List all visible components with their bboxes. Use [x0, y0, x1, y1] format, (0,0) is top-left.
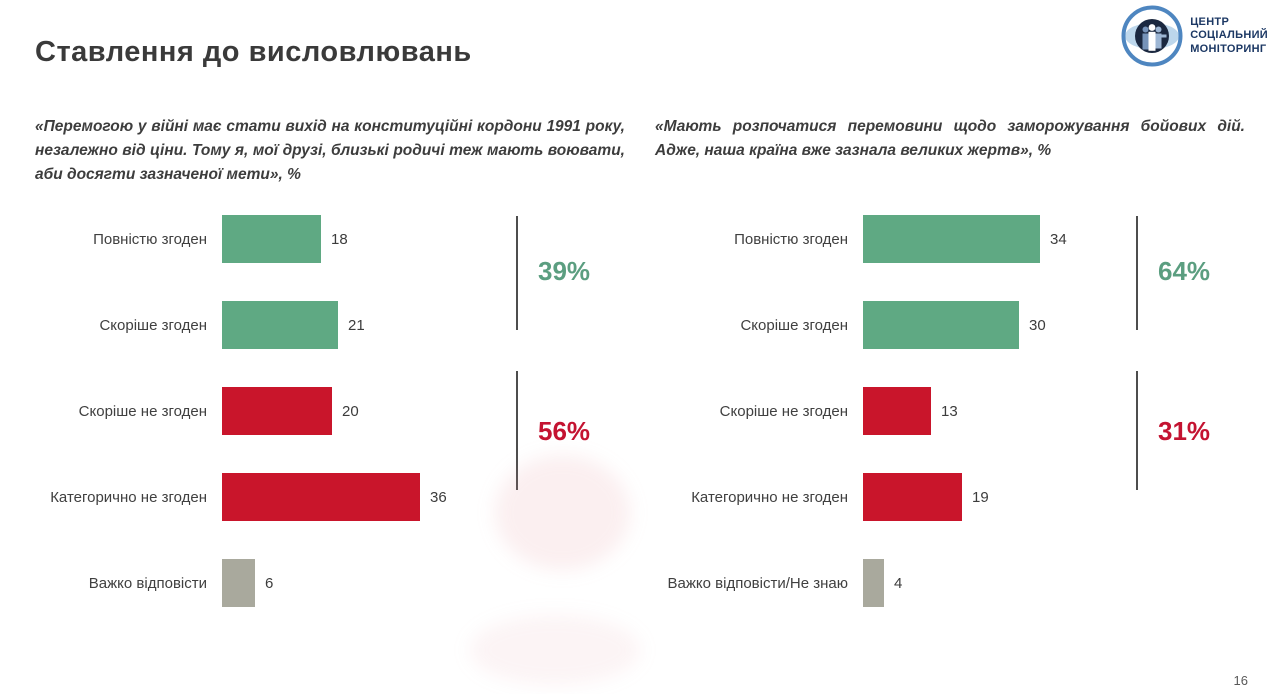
org-logo-icon — [1121, 5, 1183, 67]
bar — [863, 473, 962, 521]
bar-value: 21 — [348, 316, 365, 334]
summary-bracket-agree — [1136, 216, 1138, 330]
org-name-line: МОНІТОРИНГ — [1190, 42, 1267, 55]
bar — [863, 387, 931, 435]
org-name-line: ЦЕНТР — [1190, 16, 1230, 29]
bar-row: Скоріше не згоден 13 — [655, 368, 1135, 454]
bar — [222, 215, 321, 263]
bar-value: 34 — [1050, 230, 1067, 248]
summary-percent-agree: 64% — [1158, 256, 1211, 286]
summary-bracket-disagree — [516, 371, 518, 490]
org-name-line: СОЦІАЛЬНИЙ — [1190, 29, 1268, 42]
summary-bracket-disagree — [1136, 371, 1138, 490]
bar-value: 30 — [1029, 316, 1046, 334]
bar — [863, 559, 884, 607]
page-number: 16 — [1233, 673, 1248, 688]
bar-value: 20 — [342, 402, 359, 420]
bar-row: Категорично не згоден 19 — [655, 454, 1135, 540]
summary-column: 64% 31% — [1136, 196, 1246, 626]
bar-rows: Повністю згоден 18 Скоріше згоден 21 Ско… — [35, 196, 515, 626]
bar-row: Скоріше згоден 30 — [655, 282, 1135, 368]
chart-question: «Перемогою у війні має стати вихід на ко… — [35, 118, 625, 184]
bar-row: Важко відповісти 6 — [35, 540, 515, 626]
category-label: Важко відповісти — [88, 574, 207, 592]
org-logo-text: ЦЕНТР СОЦІАЛЬНИЙ МОНІТОРИНГ — [1190, 16, 1268, 56]
bar-row: Скоріше згоден 21 — [35, 282, 515, 368]
bar-row: Скоріше не згоден 20 — [35, 368, 515, 454]
summary-percent-agree: 39% — [538, 256, 591, 286]
summary-percent-disagree: 31% — [1158, 416, 1211, 446]
summary-column: 39% 56% — [516, 196, 626, 626]
bar-value: 36 — [430, 488, 447, 506]
category-label: Повністю згоден — [93, 230, 207, 248]
bar — [222, 473, 420, 521]
bar — [863, 301, 1019, 349]
category-label: Скоріше згоден — [740, 316, 848, 334]
bar — [222, 559, 255, 607]
category-label: Скоріше згоден — [99, 316, 207, 334]
category-label: Повністю згоден — [734, 230, 848, 248]
bar-row: Повністю згоден 34 — [655, 196, 1135, 282]
org-logo: ЦЕНТР СОЦІАЛЬНИЙ МОНІТОРИНГ — [1120, 4, 1268, 68]
bar-value: 13 — [941, 402, 958, 420]
chart-victory-statement: «Перемогою у війні має стати вихід на ко… — [35, 115, 625, 607]
summary-bracket-agree — [516, 216, 518, 330]
category-label: Категорично не згоден — [50, 488, 207, 506]
bar — [863, 215, 1040, 263]
category-label: Скоріше не згоден — [719, 402, 848, 420]
summary-percent-disagree: 56% — [538, 416, 591, 446]
bar-value: 6 — [265, 574, 274, 592]
category-label: Категорично не згоден — [691, 488, 848, 506]
chart-negotiations-statement: «Мають розпочатися перемовини щодо замор… — [655, 115, 1245, 607]
bar-value: 19 — [972, 488, 989, 506]
category-label: Скоріше не згоден — [78, 402, 207, 420]
category-label: Важко відповісти/Не знаю — [667, 574, 848, 592]
chart-question: «Мають розпочатися перемовини щодо замор… — [655, 118, 1245, 160]
bar-rows: Повністю згоден 34 Скоріше згоден 30 Ско… — [655, 196, 1135, 626]
bar-row: Повністю згоден 18 — [35, 196, 515, 282]
bar-row: Категорично не згоден 36 — [35, 454, 515, 540]
bar-value: 4 — [894, 574, 903, 592]
bar-row: Важко відповісти/Не знаю 4 — [655, 540, 1135, 626]
bar-value: 18 — [331, 230, 348, 248]
bar — [222, 387, 332, 435]
bar — [222, 301, 338, 349]
page-title: Ставлення до висловлювань — [35, 36, 472, 68]
